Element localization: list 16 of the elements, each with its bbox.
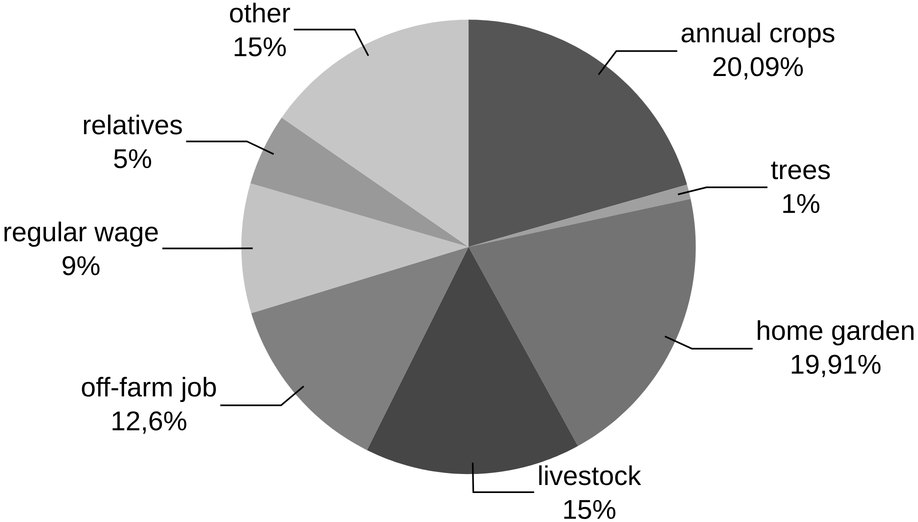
data-label: 5% [114, 149, 152, 168]
data-label: 15% [564, 500, 616, 520]
data-label: 12,6% [112, 411, 186, 434]
data-label: 9% [62, 256, 100, 276]
slice-label: relatives [84, 114, 182, 135]
data-label: 1% [783, 194, 820, 214]
slice-label: annual crops [682, 22, 834, 48]
data-label: 20,09% [713, 57, 803, 80]
slice-label: trees [771, 162, 830, 180]
slice-label: home garden [758, 320, 914, 346]
slice-label: other [230, 2, 290, 23]
slice-label: regular wage [4, 222, 158, 247]
slice-label: livestock [539, 465, 642, 486]
slice-label: off-farm job [82, 376, 216, 402]
data-label: 19,91% [792, 354, 881, 378]
data-label: 15% [234, 37, 286, 56]
